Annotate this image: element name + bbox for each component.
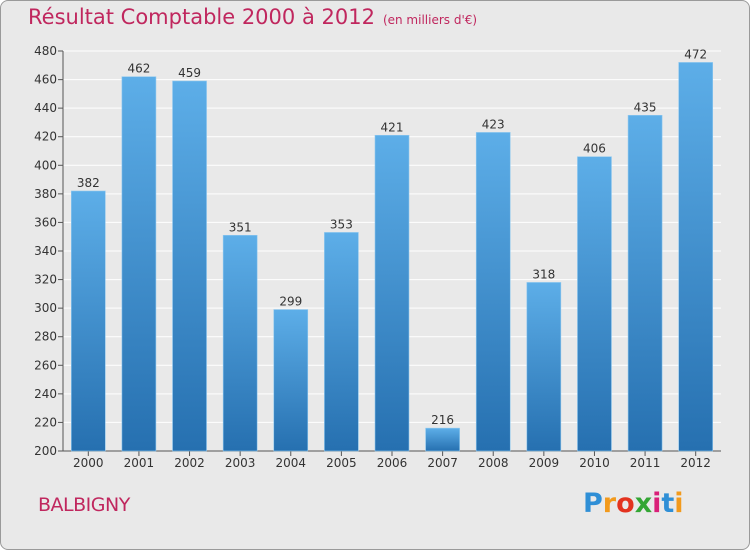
- logo-letter: o: [616, 488, 635, 519]
- bar: [324, 232, 359, 452]
- data-label: 423: [482, 117, 505, 131]
- x-tick-label: 2010: [579, 456, 610, 470]
- data-label: 462: [127, 62, 150, 76]
- x-tick-label: 2003: [225, 456, 256, 470]
- logo-letter: t: [661, 488, 675, 519]
- y-tick-label: 260: [34, 358, 57, 372]
- x-tick-label: 2000: [73, 456, 104, 470]
- axes: 200 220 240 260 280 300 320 340 360 380 400 420 440 4…: [34, 44, 721, 470]
- title-text: Résultat Comptable 2000 à 2012: [28, 5, 375, 29]
- bar: [425, 427, 460, 452]
- x-tick-label: 2008: [478, 456, 509, 470]
- bar: [678, 62, 713, 452]
- bar: [121, 76, 157, 452]
- x-tick-label: 2004: [275, 456, 306, 470]
- commune-name: BALBIGNY: [38, 494, 130, 516]
- logo-letter: i: [674, 488, 684, 519]
- data-label: 299: [279, 295, 302, 309]
- bar: [577, 156, 612, 452]
- y-tick-label: 240: [34, 387, 57, 401]
- data-label: 351: [229, 220, 252, 234]
- bar: [71, 190, 106, 452]
- bars: [71, 62, 713, 452]
- y-tick-label: 280: [34, 330, 57, 344]
- y-tick-label: 220: [34, 415, 57, 429]
- bar: [374, 134, 410, 452]
- data-label: 459: [178, 66, 201, 80]
- x-tick-label: 2006: [377, 456, 408, 470]
- bar: [526, 282, 562, 452]
- y-tick-label: 460: [34, 73, 57, 87]
- x-tick-label: 2012: [680, 456, 711, 470]
- data-label: 435: [634, 100, 657, 114]
- proxiti-logo: Proxiti: [583, 488, 684, 519]
- y-tick-label: 320: [34, 273, 57, 287]
- data-label: 216: [431, 413, 454, 427]
- data-labels: 382 462 459 351 299 353 421 216 423 318 406 435 472: [77, 47, 707, 427]
- y-tick-label: 380: [34, 187, 57, 201]
- x-tick-label: 2007: [427, 456, 458, 470]
- data-label: 421: [381, 120, 404, 134]
- x-tick-label: 2001: [124, 456, 155, 470]
- x-tick-label: 2005: [326, 456, 357, 470]
- bar: [222, 234, 258, 452]
- y-tick-label: 300: [34, 301, 57, 315]
- y-tick-label: 440: [34, 101, 57, 115]
- logo-letter: P: [583, 488, 603, 519]
- logo-letter: x: [634, 488, 653, 519]
- subtitle-text: (en milliers d'€): [382, 13, 478, 27]
- x-tick-label: 2002: [174, 456, 205, 470]
- x-tick-label: 2011: [630, 456, 661, 470]
- bar: [627, 114, 663, 452]
- y-tick-label: 420: [34, 130, 57, 144]
- y-tick-label: 480: [34, 44, 57, 58]
- bar: [273, 309, 309, 452]
- y-tick-label: 360: [34, 215, 57, 229]
- logo-letter: i: [652, 488, 662, 519]
- bar: [172, 80, 207, 452]
- bar: [475, 132, 511, 452]
- y-tick-label: 400: [34, 158, 57, 172]
- y-tick-label: 340: [34, 244, 57, 258]
- y-tick-label: 200: [34, 444, 57, 458]
- data-label: 382: [77, 176, 100, 190]
- chart-title: Résultat Comptable 2000 à 2012 (en millie…: [28, 5, 477, 29]
- logo-letter: r: [602, 488, 617, 519]
- data-label: 353: [330, 217, 353, 231]
- x-tick-label: 2009: [529, 456, 560, 470]
- data-label: 472: [684, 47, 707, 61]
- data-label: 318: [532, 267, 555, 281]
- data-label: 406: [583, 142, 606, 156]
